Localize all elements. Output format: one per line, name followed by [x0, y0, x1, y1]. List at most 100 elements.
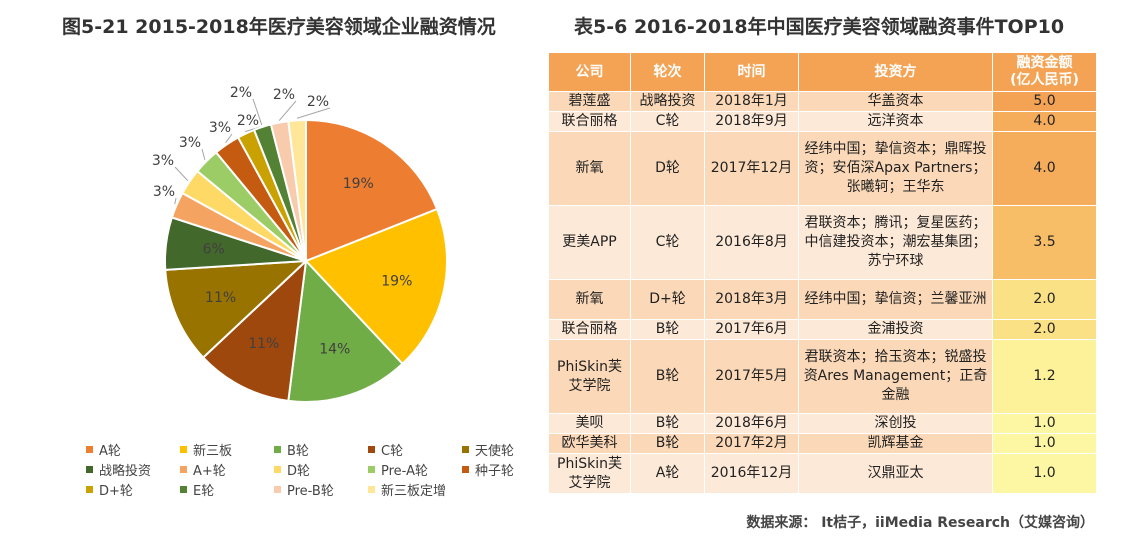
cell-date: 2017年2月 [704, 433, 799, 454]
pie-slice-1 [304, 207, 448, 366]
legend-label: D+轮 [99, 483, 133, 499]
pie-label-10: 2% [237, 113, 259, 129]
legend-item-11: E轮 [180, 480, 274, 499]
legend-item-13: 新三板定增 [368, 480, 462, 499]
cell-amount: 1.2 [992, 339, 1097, 414]
cell-amount: 4.0 [992, 111, 1097, 132]
legend-label: 战略投资 [99, 463, 152, 479]
legend-swatch [86, 485, 93, 493]
cell-investors: 汉鼎亚太 [798, 453, 993, 494]
legend-swatch [180, 465, 187, 473]
cell-investors: 远洋资本 [798, 111, 993, 132]
pie-leader-line-6 [174, 197, 177, 205]
pie-leader-line-7 [174, 166, 189, 181]
legend-swatch [274, 465, 281, 473]
legend-label: Pre-A轮 [381, 463, 428, 479]
legend-swatch [368, 445, 375, 453]
legend-swatch [180, 485, 187, 493]
cell-round: C轮 [630, 111, 705, 132]
legend-label: A轮 [99, 443, 121, 459]
legend-item-0: A轮 [86, 440, 180, 459]
legend-swatch [368, 465, 375, 473]
legend-label: B轮 [287, 443, 309, 459]
cell-company: 碧莲盛 [548, 91, 631, 112]
legend-item-6: A+轮 [180, 460, 274, 479]
cell-investors: 金浦投资 [798, 319, 993, 340]
cell-date: 2018年1月 [704, 91, 799, 112]
header-date: 时间 [704, 52, 799, 92]
pie-label-12: 2% [273, 87, 295, 103]
pie-slice-2 [287, 258, 404, 403]
legend-swatch [180, 445, 187, 453]
data-source: 数据来源： It桔子，iiMedia Research（艾媒咨询） [746, 515, 1094, 531]
cell-date: 2018年9月 [704, 111, 799, 132]
pie-label-2: 14% [319, 342, 350, 358]
legend-label: D轮 [287, 463, 311, 479]
cell-amount: 1.0 [992, 433, 1097, 454]
cell-investors: 深创投 [798, 413, 993, 434]
cell-investors: 君联资本；拾玉资本；锐盛投资Ares Management；正奇金融 [798, 339, 993, 414]
legend-label: C轮 [381, 443, 404, 459]
cell-date: 2017年6月 [704, 319, 799, 340]
table-title: 表5-6 2016-2018年中国医疗美容领域融资事件TOP10 [574, 16, 1065, 38]
table-row: 联合丽格 C轮 2018年9月 远洋资本 4.0 [548, 111, 1097, 132]
table-row: 更美APP C轮 2016年8月 君联资本；腾讯；复星医药； 中信建投资本；潮宏基集团… [548, 205, 1097, 280]
cell-company: PhiSkin芙艾学院 [548, 339, 631, 414]
pie-slice-4 [164, 259, 309, 359]
pie-slice-3 [201, 258, 308, 403]
header-round: 轮次 [630, 52, 705, 92]
cell-company: 新氧 [548, 131, 631, 206]
cell-investors: 经纬中国；挚信资；兰馨亚洲 [798, 279, 993, 320]
table-row: 美呗 B轮 2018年6月 深创投 1.0 [548, 413, 1097, 434]
legend-item-9: 种子轮 [462, 460, 556, 479]
table-row: PhiSkin芙艾学院 B轮 2017年5月 君联资本；拾玉资本；锐盛投资Ares M… [548, 339, 1097, 414]
table-row: 碧莲盛 战略投资 2018年1月 华盖资本 5.0 [548, 91, 1097, 112]
cell-company: 联合丽格 [548, 319, 631, 340]
legend-swatch [274, 485, 281, 493]
pie-label-13: 2% [307, 94, 329, 110]
table-row: 欧华美科 B轮 2017年2月 凯辉基金 1.0 [548, 433, 1097, 454]
pie-leader-line-13 [296, 107, 331, 119]
pie-label-7: 3% [152, 153, 174, 169]
legend-swatch [86, 445, 93, 453]
cell-date: 2016年12月 [704, 453, 799, 494]
legend-item-12: Pre-B轮 [274, 480, 368, 499]
legend-swatch [274, 445, 281, 453]
legend-item-10: D+轮 [86, 480, 180, 499]
legend-label: Pre-B轮 [287, 483, 334, 499]
cell-round: B轮 [630, 413, 705, 434]
legend-swatch [86, 465, 93, 473]
cell-round: D+轮 [630, 279, 705, 320]
cell-investors: 君联资本；腾讯；复星医药； 中信建投资本；潮宏基集团； 苏宁环球 [798, 205, 993, 280]
pie-slice-13 [287, 118, 307, 262]
legend-item-2: B轮 [274, 440, 368, 459]
legend-label: A+轮 [193, 463, 226, 479]
legend-item-5: 战略投资 [86, 460, 180, 479]
funding-events-table: 公司 轮次 时间 投资方 融资金额 (亿人民币) 碧莲盛 战略投资 2018年1月华… [548, 52, 1097, 494]
cell-round: B轮 [630, 339, 705, 414]
pie-label-4: 11% [205, 290, 236, 306]
cell-company: 欧华美科 [548, 433, 631, 454]
legend-label: 新三板定增 [381, 483, 447, 499]
cell-investors: 凯辉基金 [798, 433, 993, 454]
pie-label-9: 3% [209, 120, 231, 136]
pie-label-5: 6% [203, 241, 225, 257]
pie-label-1: 19% [381, 273, 412, 289]
table-row: PhiSkin芙艾学院 A轮 2016年12月 汉鼎亚太 1.0 [548, 453, 1097, 494]
header-amount: 融资金额 (亿人民币) [992, 52, 1097, 92]
cell-date: 2018年6月 [704, 413, 799, 434]
legend-item-7: D轮 [274, 460, 368, 479]
chart-legend: A轮 新三板 B轮 C轮 天使轮 战略投资 A+轮 D轮 Pre-A轮 种子轮 D+轮 E轮 Pre-B… [86, 440, 546, 499]
legend-swatch [462, 445, 469, 453]
cell-date: 2017年5月 [704, 339, 799, 414]
cell-amount: 5.0 [992, 91, 1097, 112]
legend-label: 天使轮 [475, 443, 515, 459]
cell-investors: 经纬中国；挚信资本；鼎晖投资；安佰深Apax Partners；张曦轲；王华东 [798, 131, 993, 206]
pie-leader-line-8 [201, 148, 206, 161]
cell-company: 美呗 [548, 413, 631, 434]
pie-chart: 19% 19% 14% 11% 11% 6% 3% 3% 3% 3% 2% 2% 2% 2% [152, 85, 448, 403]
legend-swatch [462, 465, 469, 473]
cell-round: B轮 [630, 433, 705, 454]
table-row: 新氧 D+轮 2018年3月 经纬中国；挚信资；兰馨亚洲 2.0 [548, 279, 1097, 320]
cell-company: 新氧 [548, 279, 631, 320]
